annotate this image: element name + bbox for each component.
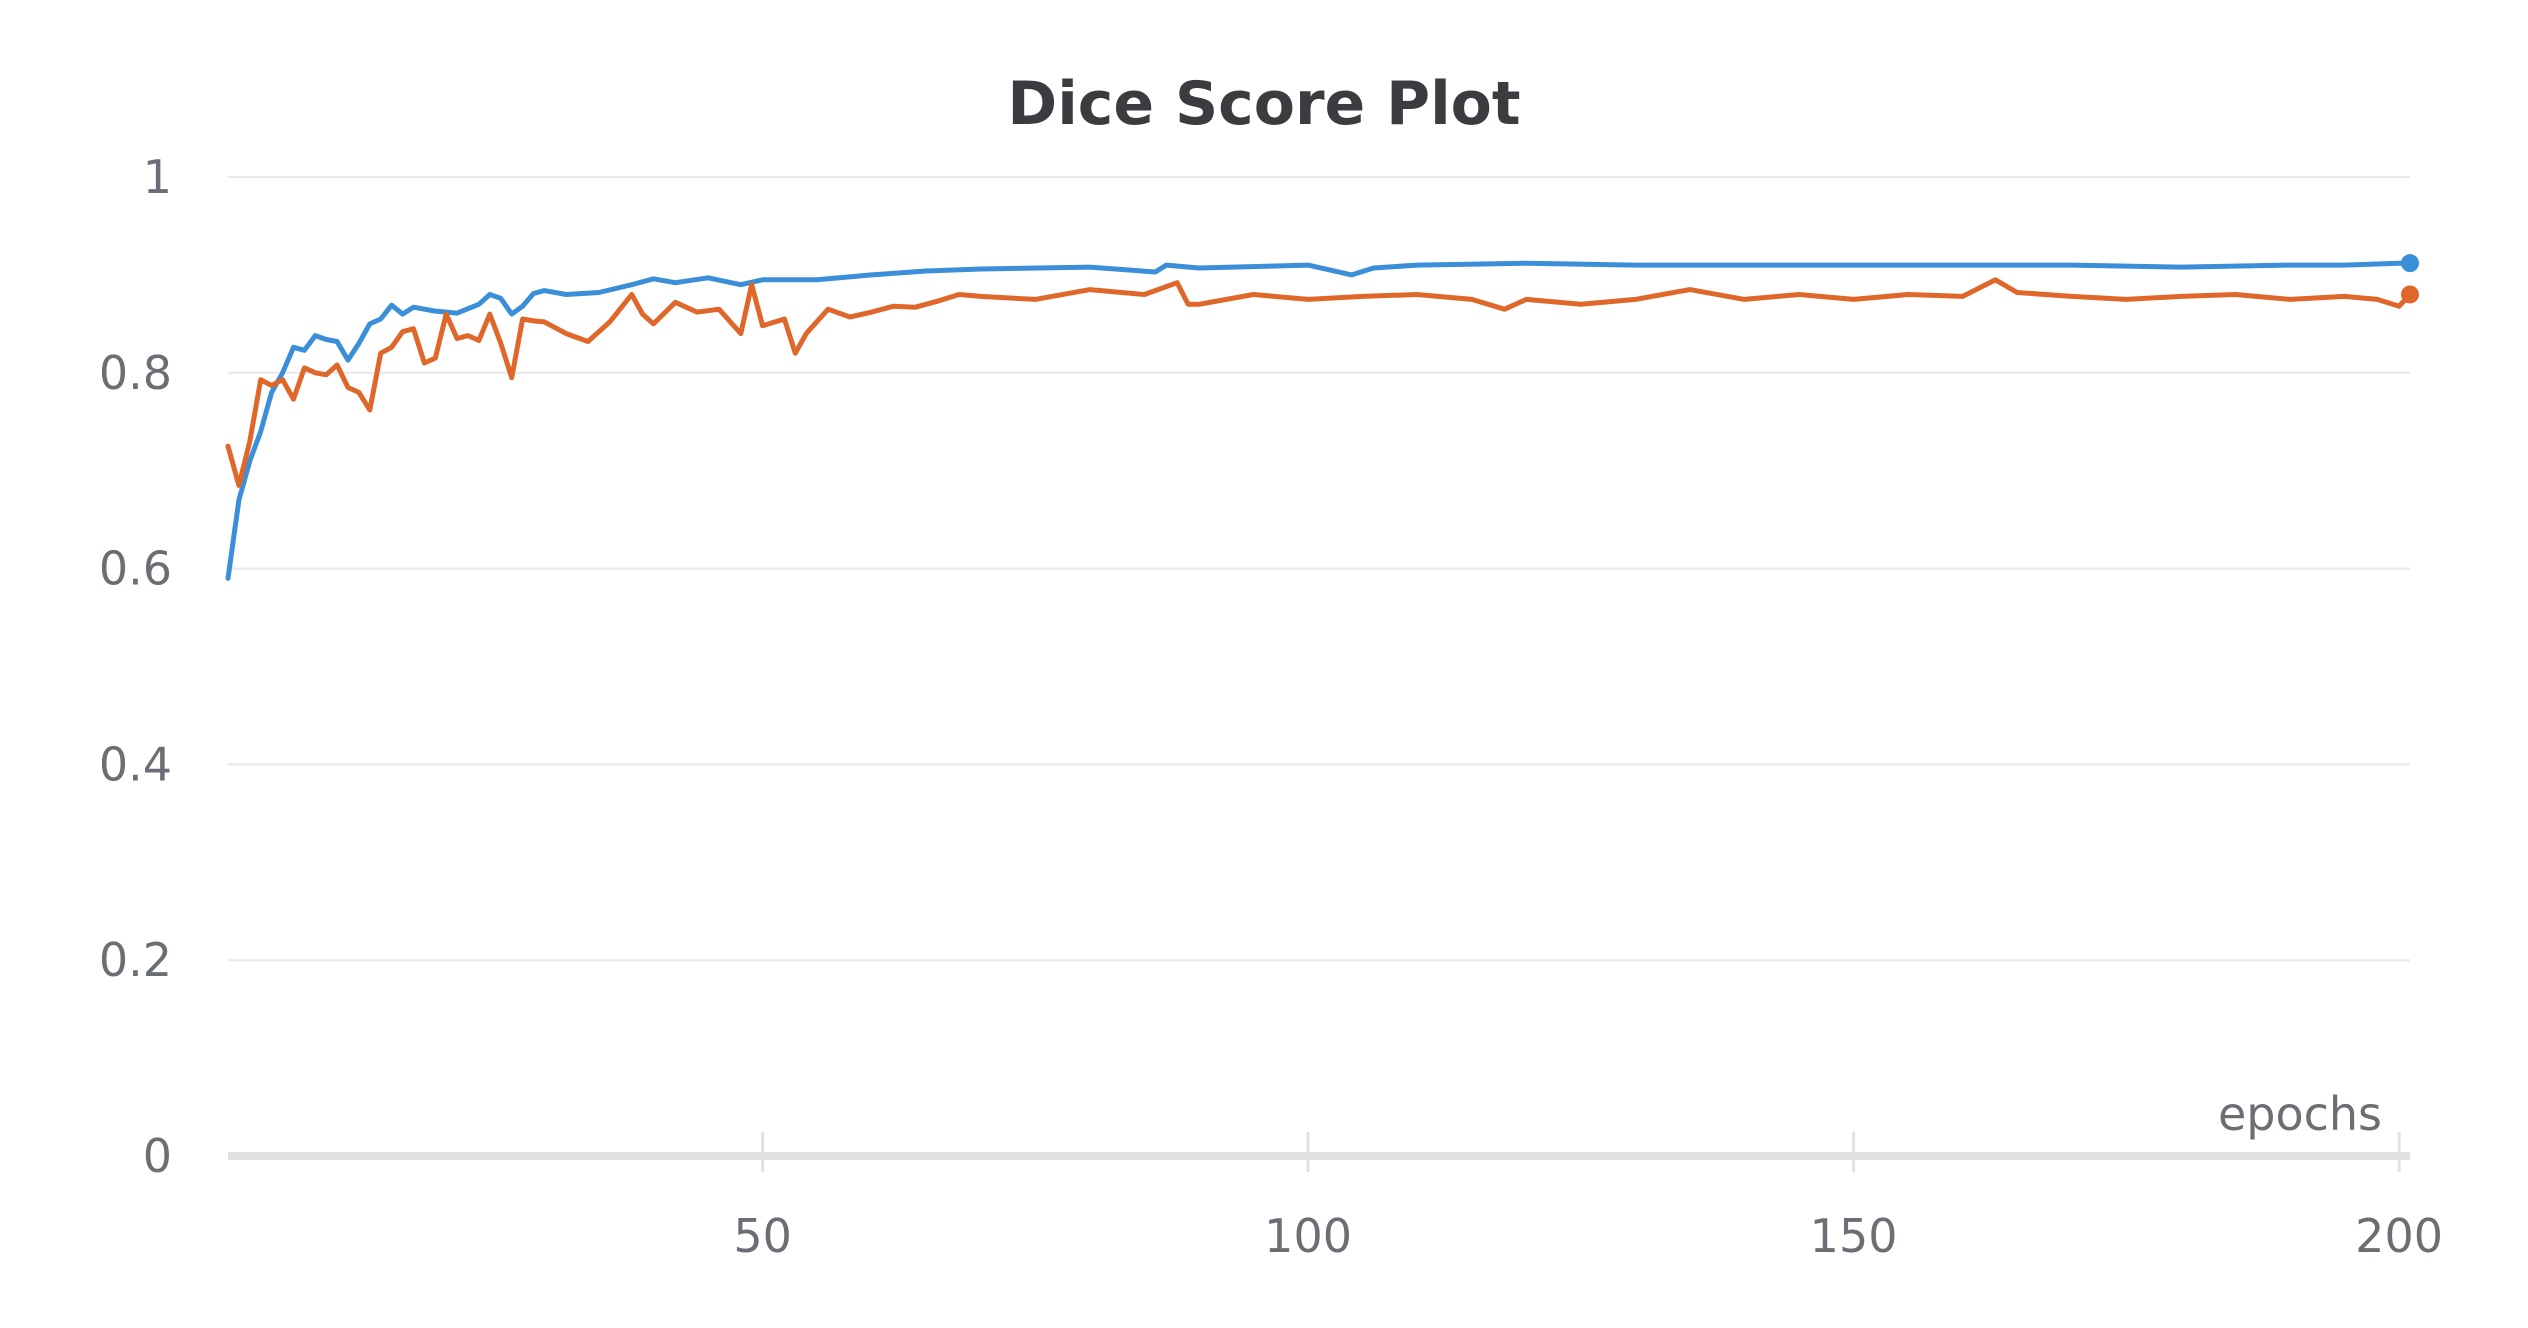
- series-end-point-1: [2401, 254, 2419, 273]
- x-tick-label: 200: [2355, 1209, 2443, 1263]
- y-tick-label: 0.2: [99, 933, 172, 987]
- y-axis-ticks: 0 0.2 0.4 0.6 0.8 1: [99, 150, 172, 1183]
- series-end-point-2: [2401, 285, 2419, 304]
- y-tick-label: 1: [143, 150, 172, 204]
- series-line-1: [225, 260, 2413, 581]
- y-tick-label: 0: [143, 1129, 172, 1183]
- y-tick-label: 0.4: [99, 737, 172, 791]
- series-line-2: [225, 277, 2413, 488]
- chart-title: Dice Score Plot: [1007, 69, 1520, 139]
- y-tick-label: 0.6: [99, 542, 172, 596]
- x-axis-ticks: 50 100 150 200: [733, 1132, 2443, 1263]
- x-tick-label: 50: [733, 1209, 792, 1263]
- series-lines: [225, 254, 2419, 581]
- y-tick-label: 0.8: [99, 346, 172, 400]
- x-tick-label: 150: [1810, 1209, 1898, 1263]
- x-tick-label: 100: [1264, 1209, 1352, 1263]
- x-axis-label: epochs: [2218, 1087, 2382, 1141]
- gridlines: [228, 176, 2410, 962]
